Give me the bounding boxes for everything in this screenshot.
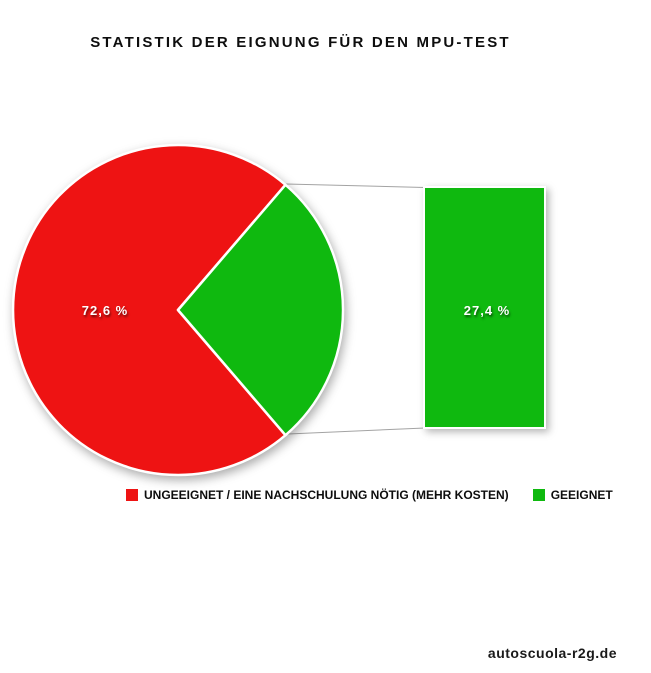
pie-slice-geeignet — [176, 183, 345, 437]
leader-line-bottom — [287, 427, 426, 435]
exploded-slice-rect — [423, 186, 546, 429]
legend-swatch-red-icon — [126, 489, 138, 501]
site-watermark: autoscuola-r2g.de — [487, 645, 617, 661]
legend-item-ungeeignet: UNGEEIGNET / EINE NACHSCHULUNG NÖTIG (ME… — [126, 488, 509, 502]
pie-value-label-geeignet: 27,4 % — [463, 303, 511, 318]
legend: UNGEEIGNET / EINE NACHSCHULUNG NÖTIG (ME… — [126, 488, 613, 502]
legend-swatch-green-icon — [532, 489, 545, 501]
pie-slices — [11, 143, 345, 477]
chart-title: STATISTIK DER EIGNUNG FÜR DEN MPU-TEST — [90, 34, 511, 51]
pie-value-label-ungeeignet: 72,6 % — [81, 303, 129, 318]
leader-line-top — [285, 183, 426, 188]
legend-label-ungeeignet: UNGEEIGNET / EINE NACHSCHULUNG NÖTIG (ME… — [144, 488, 509, 502]
legend-item-geeignet: GEEIGNET — [532, 488, 613, 502]
legend-label-geeignet: GEEIGNET — [550, 488, 613, 502]
pie-slice-ungeeignet — [11, 143, 287, 477]
